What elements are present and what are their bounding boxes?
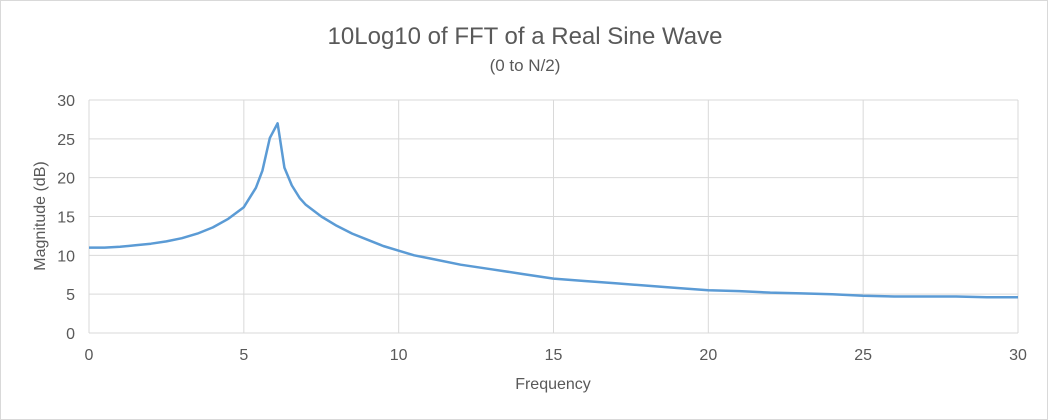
chart-title: 10Log10 of FFT of a Real Sine Wave (328, 23, 723, 50)
y-axis-label: Magnitude (dB) (32, 161, 49, 270)
y-tick-label: 0 (66, 326, 75, 343)
x-tick-label: 20 (699, 347, 717, 364)
y-tick-label: 15 (57, 210, 75, 227)
y-tick-label: 10 (57, 248, 75, 265)
chart-subtitle: (0 to N/2) (490, 56, 561, 75)
x-tick-label: 25 (854, 347, 872, 364)
y-tick-label: 25 (57, 132, 75, 149)
x-axis-label: Frequency (515, 376, 591, 393)
x-tick-label: 15 (545, 347, 563, 364)
x-tick-label: 5 (239, 347, 248, 364)
series-line (89, 122, 1018, 299)
x-tick-label: 0 (85, 347, 94, 364)
y-tick-label: 5 (66, 287, 75, 304)
y-tick-label: 30 (57, 93, 75, 110)
y-tick-label: 20 (57, 171, 75, 188)
x-tick-label: 30 (1009, 347, 1027, 364)
x-tick-label: 10 (390, 347, 408, 364)
